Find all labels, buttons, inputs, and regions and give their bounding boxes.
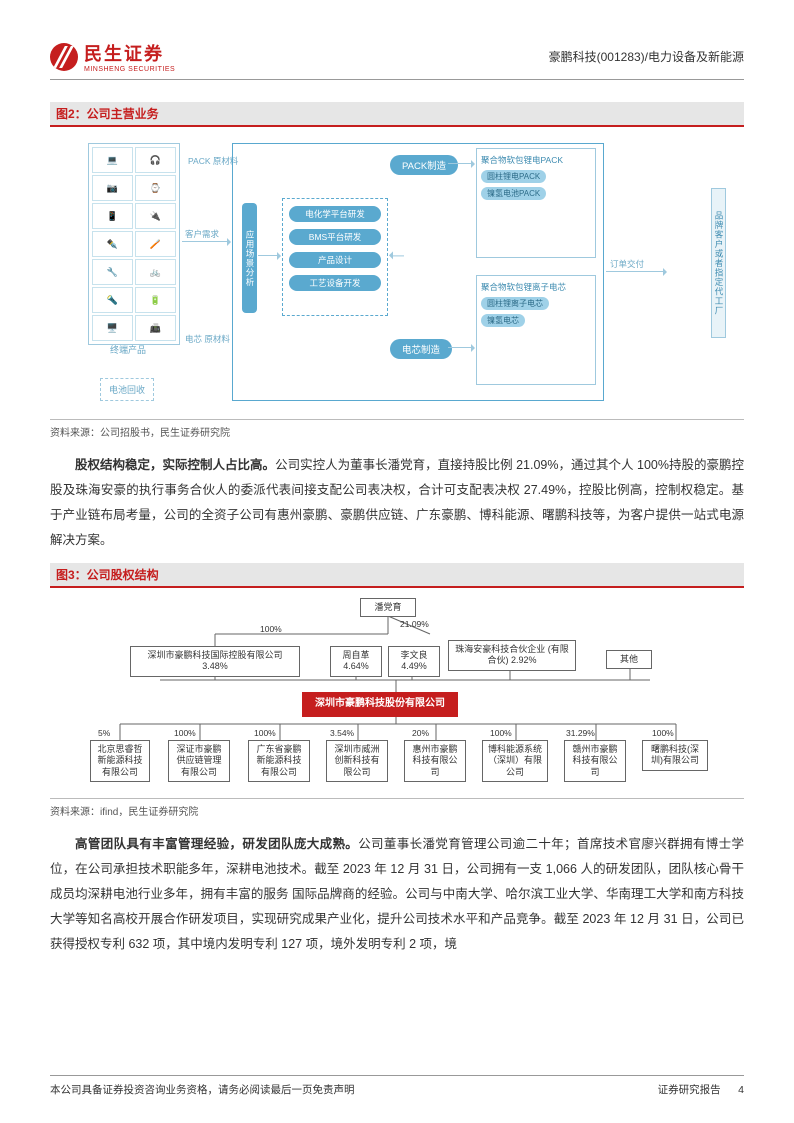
fig3-s6: 博科能源系统（深圳）有限公司	[482, 740, 548, 782]
fig2-arrow6-icon	[448, 347, 474, 348]
fig2-packset2: 圆柱锂电PACK	[481, 170, 546, 183]
fig2-arrow2-icon	[606, 271, 666, 272]
fig2-rdbox: 电化学平台研发 BMS平台研发 产品设计 工艺设备开发	[282, 198, 388, 316]
footer-left: 本公司具备证券投资咨询业务资格，请务必阅读最后一页免责声明	[50, 1082, 355, 1097]
fig3-l1d: 珠海安豪科技合伙企业 (有限合伙) 2.92%	[448, 640, 576, 671]
fig2-rd3: 产品设计	[289, 252, 381, 268]
fig2-rd4: 工艺设备开发	[289, 275, 381, 291]
footer-right-label: 证券研究报告	[658, 1084, 721, 1096]
fig2-packset3: 镍氢电池PACK	[481, 187, 546, 200]
fig3-s8: 曙鹏科技(深圳)有限公司	[642, 740, 708, 771]
fig3-s3: 广东省豪鹏新能源科技有限公司	[248, 740, 310, 782]
fig2-arrow-icon	[182, 241, 230, 242]
logo-icon	[50, 43, 78, 71]
fig2-products: 💻🎧 📷⌚ 📱🔌 ✒️🪥 🔧🚲 🔦🔋 🖥️📠	[88, 143, 180, 345]
fig2-arrow3-icon	[258, 255, 280, 256]
logo-cn: 民生证券	[84, 40, 175, 66]
logo-en: MINSHENG SECURITIES	[84, 66, 175, 73]
fig2-order-label: 订单交付	[610, 258, 644, 270]
fig3-center: 深圳市豪鹏科技股份有限公司	[302, 692, 458, 717]
fig3-l1e: 其他	[606, 650, 652, 669]
fig3-top: 潘党育	[360, 598, 416, 617]
fig3-s7: 赣州市豪鹏科技有限公司	[564, 740, 626, 782]
para2-body: 公司董事长潘党育管理公司逾二十年；首席技术官廖兴群拥有博士学位，在公司承担技术职…	[50, 837, 744, 951]
fig3-s5: 惠州市豪鹏科技有限公司	[404, 740, 466, 782]
fig2-terminal-label: 终端产品	[110, 343, 146, 356]
para1-lead: 股权结构稳定，实际控制人占比高。	[75, 458, 275, 472]
fig3-l1c: 李文良 4.49%	[388, 646, 440, 677]
fig3-s4: 深圳市威洲创新科技有限公司	[326, 740, 388, 782]
fig3-s2: 深证市豪鹏供应链管理有限公司	[168, 740, 230, 782]
fig3-pct-center: 21.09%	[400, 619, 429, 629]
page-header: 民生证券 MINSHENG SECURITIES 豪鹏科技(001283)/电力…	[50, 40, 744, 80]
fig3-s1: 北京思睿哲新能源科技有限公司	[90, 740, 150, 782]
fig2-packset: 聚合物软包锂电PACK 圆柱锂电PACK 镍氢电池PACK	[476, 148, 596, 258]
fig3-pct-s3: 100%	[254, 728, 276, 738]
fig3-pct-s1: 5%	[98, 728, 110, 738]
fig3-pct-s4: 3.54%	[330, 728, 354, 738]
fig3-pct-s7: 31.29%	[566, 728, 595, 738]
fig2-cellset: 聚合物软包锂离子电芯 圆柱锂离子电芯 镍氢电芯	[476, 275, 596, 385]
fig3-l1a: 深圳市豪鹏科技国际控股有限公司 3.48%	[130, 646, 300, 677]
fig2-rd1: 电化学平台研发	[289, 206, 381, 222]
fig3-source: 资料来源：ifind，民生证券研究院	[50, 798, 744, 818]
fig2-cellmfg: 电芯制造	[390, 339, 452, 359]
fig2-source: 资料来源：公司招股书，民生证券研究院	[50, 419, 744, 439]
fig2-recycle: 电池回收	[100, 378, 154, 401]
para2: 高管团队具有丰富管理经验，研发团队庞大成熟。公司董事长潘党育管理公司逾二十年；首…	[50, 832, 744, 957]
header-right: 豪鹏科技(001283)/电力设备及新能源	[549, 48, 744, 65]
fig3-pct-s8: 100%	[652, 728, 674, 738]
fig2-diagram: 💻🎧 📷⌚ 📱🔌 ✒️🪥 🔧🚲 🔦🔋 🖥️📠 终端产品 电池回收 客户需求 PA…	[50, 133, 744, 415]
fig2-arrow5-icon	[448, 163, 474, 164]
fig3-pct-s5: 20%	[412, 728, 429, 738]
page-footer: 本公司具备证券投资咨询业务资格，请务必阅读最后一页免责声明 证券研究报告 4	[50, 1075, 744, 1097]
fig2-cellset3: 镍氢电芯	[481, 314, 525, 327]
fig2-cellset2: 圆柱锂离子电芯	[481, 297, 549, 310]
fig2-rd2: BMS平台研发	[289, 229, 381, 245]
logo-group: 民生证券 MINSHENG SECURITIES	[50, 40, 175, 73]
fig3-pct-s6: 100%	[490, 728, 512, 738]
fig3-l1b: 周自革 4.64%	[330, 646, 382, 677]
fig3-pct-s2: 100%	[174, 728, 196, 738]
fig2-packmfg: PACK制造	[390, 155, 458, 175]
para1: 股权结构稳定，实际控制人占比高。公司实控人为董事长潘党育，直接持股比例 21.0…	[50, 453, 744, 553]
fig3-title: 图3：公司股权结构	[50, 563, 744, 588]
fig3-diagram: 潘党育 100% 21.09% 深圳市豪鹏科技国际控股有限公司 3.48% 周自…	[50, 594, 744, 794]
fig2-endbar: 品牌客户或者指定代工厂	[711, 188, 726, 338]
para2-lead: 高管团队具有丰富管理经验，研发团队庞大成熟。	[75, 837, 358, 851]
fig2-scene: 应用场景分析	[242, 203, 257, 313]
fig2-title: 图2：公司主营业务	[50, 102, 744, 127]
fig2-packset1: 聚合物软包锂电PACK	[481, 154, 591, 166]
fig3-pct-l1a: 100%	[260, 624, 282, 634]
fig2-arrow4-icon	[390, 255, 404, 256]
fig2-packraw-label: PACK 原材料	[188, 155, 238, 167]
fig2-cellset1: 聚合物软包锂离子电芯	[481, 281, 591, 293]
fig2-demand-label: 客户需求	[185, 228, 219, 240]
footer-page: 4	[738, 1084, 744, 1096]
fig2-cellraw-label: 电芯 原材料	[185, 333, 230, 345]
